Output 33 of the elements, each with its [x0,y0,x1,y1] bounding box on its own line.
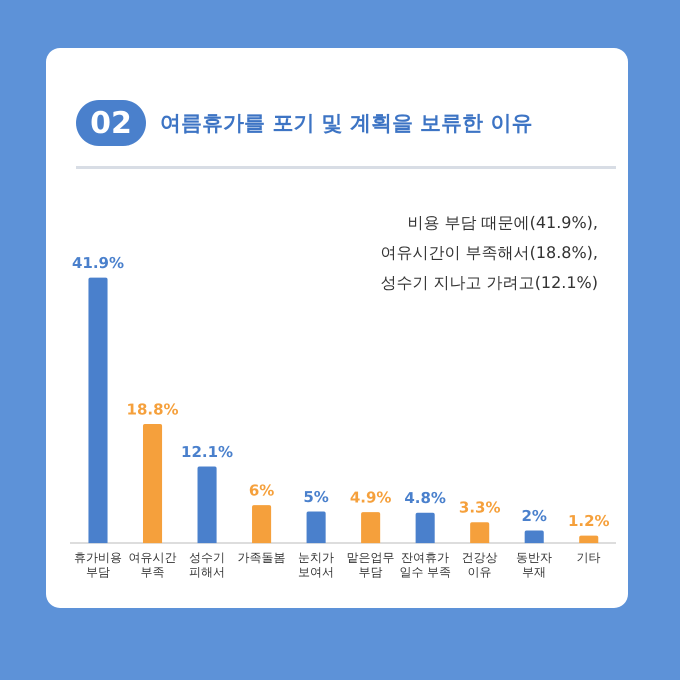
data-label: 2% [521,506,547,525]
x-tick-label: 여유시간 부족 [128,550,177,579]
x-tick-label: 기타 [576,550,601,565]
bar [470,522,490,544]
data-label: 3.3% [458,498,500,517]
data-label: 4.9% [350,488,392,507]
chart-title: 여름휴가를 포기 및 계획을 보류한 이유 [160,110,533,137]
bar [198,466,217,544]
bar [524,530,544,544]
x-tick-label: 휴가비용 부담 [74,550,122,579]
x-tick-label: 동반자 부재 [516,550,552,579]
x-tick-label: 눈치가 보여서 [298,550,334,579]
data-label: 12.1% [181,442,234,461]
x-tick-label: 건강상 이유 [462,550,498,579]
bar [88,278,108,544]
data-label: 4.8% [404,489,446,508]
x-tick-label: 맡은업무 부담 [346,550,395,579]
bar [142,424,162,544]
bar [579,536,598,544]
data-label: 18.8% [126,400,179,418]
bar [252,505,272,544]
x-tick-label: 잔여휴가 일수 부족 [399,550,452,579]
data-label: 41.9% [72,254,124,272]
x-tick-label: 가족돌봄 [238,550,286,565]
bar [416,512,435,544]
data-label: 5% [303,488,329,506]
annotation: 비용 부담 때문에(41.9%), 여유시간이 부족해서(18.8%), 성수기 지나고 가려고(12.1%) [380,212,598,294]
text: 02 [76,100,146,146]
x-tick-label: 성수기 피해서 [189,550,226,579]
bar [361,512,380,544]
data-label: 1.2% [568,512,610,530]
data-label: 6% [248,482,274,500]
bar [306,512,326,544]
